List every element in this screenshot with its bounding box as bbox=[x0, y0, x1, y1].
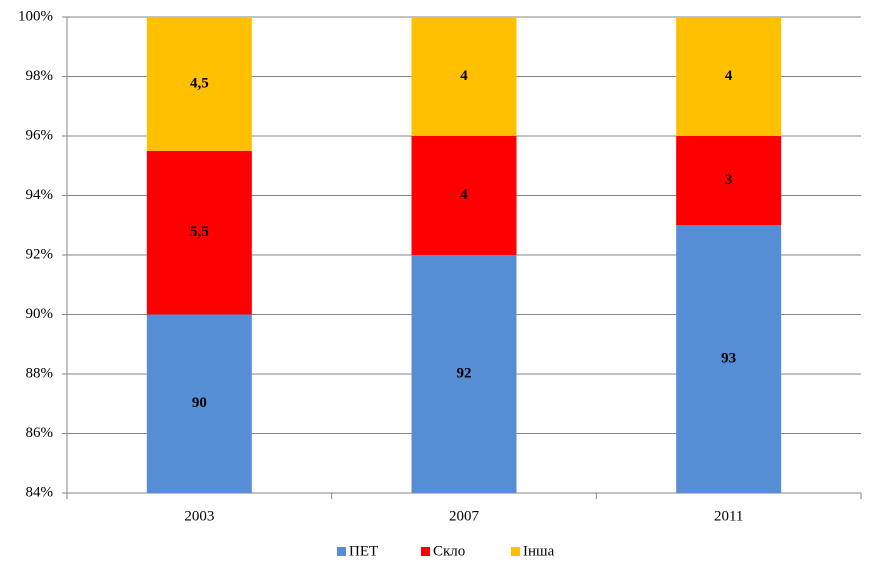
bar-segment bbox=[411, 17, 517, 136]
y-tick-label: 96% bbox=[26, 127, 54, 143]
y-tick-label: 94% bbox=[26, 187, 54, 203]
y-tick-label: 98% bbox=[26, 68, 54, 84]
legend-swatch bbox=[511, 547, 520, 556]
bar-segment bbox=[146, 314, 252, 493]
data-label: 4 bbox=[460, 68, 468, 84]
data-label: 3 bbox=[725, 172, 733, 188]
y-tick-label: 90% bbox=[26, 306, 54, 322]
data-label: 92 bbox=[457, 365, 472, 381]
legend-label: ПЕТ bbox=[349, 543, 378, 559]
data-label: 93 bbox=[721, 351, 736, 367]
bar-segment bbox=[411, 255, 517, 493]
bar-segment bbox=[411, 136, 517, 255]
data-label: 4 bbox=[725, 68, 733, 84]
bar-segment bbox=[146, 150, 252, 315]
legend-label: Інша bbox=[523, 543, 555, 559]
data-label: 5,5 bbox=[190, 224, 209, 240]
y-tick-label: 84% bbox=[26, 484, 54, 500]
data-label: 4 bbox=[460, 187, 468, 203]
bar-segment bbox=[676, 136, 782, 226]
y-tick-label: 86% bbox=[26, 425, 54, 441]
data-label: 4,5 bbox=[190, 75, 209, 91]
legend-swatch bbox=[421, 547, 430, 556]
y-tick-label: 92% bbox=[26, 246, 54, 262]
x-tick-label: 2011 bbox=[714, 508, 743, 524]
bar-segment bbox=[146, 17, 252, 151]
x-tick-label: 2003 bbox=[184, 508, 214, 524]
legend-label: Скло bbox=[433, 543, 465, 559]
legend-swatch bbox=[337, 547, 346, 556]
bar-segment bbox=[676, 225, 782, 493]
bar-segment bbox=[676, 17, 782, 136]
y-tick-label: 100% bbox=[18, 8, 53, 24]
data-label: 90 bbox=[192, 395, 207, 411]
y-tick-label: 88% bbox=[26, 365, 54, 381]
x-tick-label: 2007 bbox=[449, 508, 480, 524]
